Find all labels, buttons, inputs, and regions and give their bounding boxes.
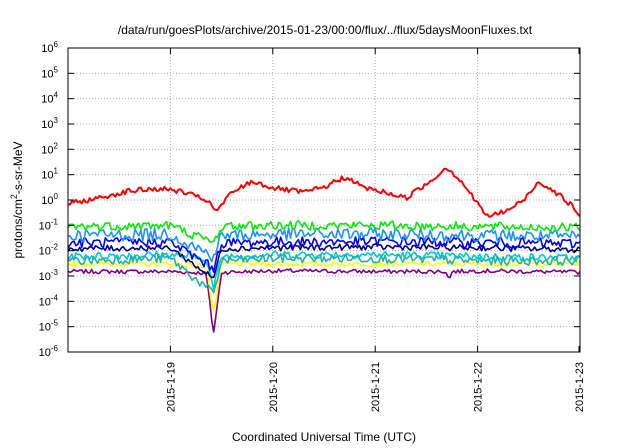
x-tick-label: 2015-1-23 [574,362,586,412]
y-tick-label: 10-3 [39,268,59,283]
x-axis-label: Coordinated Universal Time (UTC) [232,430,416,444]
y-tick-label: 104 [41,91,58,106]
data-series [67,167,581,333]
x-tick-label: 2015-1-19 [165,362,177,412]
series-line-4 [67,243,581,279]
series-line-6 [67,227,581,263]
y-axis-ticks: 10-6 10-5 10-4 10-3 10-2 10-1 100 101 102 103 104 1… [39,40,580,359]
y-tick-label: 100 [41,192,58,207]
x-tick-label: 2015-1-21 [370,362,382,412]
y-axis-label: protons/cm2-s-sr-MeV [9,141,25,258]
y-tick-label: 10-6 [39,344,59,359]
y-axis-label-sup: 2 [9,194,19,199]
series-line-3 [67,253,581,294]
y-tick-label: 10-4 [39,293,59,308]
y-tick-label: 101 [41,167,58,182]
series-line-8 [67,167,581,218]
y-tick-label: 105 [41,65,58,80]
grid-lines [68,48,580,352]
x-axis-ticks: 2015-1-19 2015-1-20 2015-1-21 2015-1-22 2015… [165,48,586,412]
y-tick-label: 106 [41,40,58,55]
y-tick-label: 10-5 [39,319,59,334]
chart-title: /data/run/goesPlots/archive/2015-01-23/0… [118,23,533,37]
series-line-7 [67,220,581,243]
y-tick-label: 10-2 [39,243,59,258]
series-line-1 [67,260,581,312]
series-line-5 [67,235,581,273]
y-tick-label: 102 [41,141,58,156]
y-tick-label: 10-1 [39,217,59,232]
x-tick-label: 2015-1-20 [268,362,280,412]
x-tick-label: 2015-1-22 [473,362,485,412]
y-tick-label: 103 [41,116,58,131]
y-axis-label-rest: -s-sr-MeV [11,141,25,194]
y-axis-label-base: protons/cm [11,199,25,258]
series-line-0 [67,268,581,333]
